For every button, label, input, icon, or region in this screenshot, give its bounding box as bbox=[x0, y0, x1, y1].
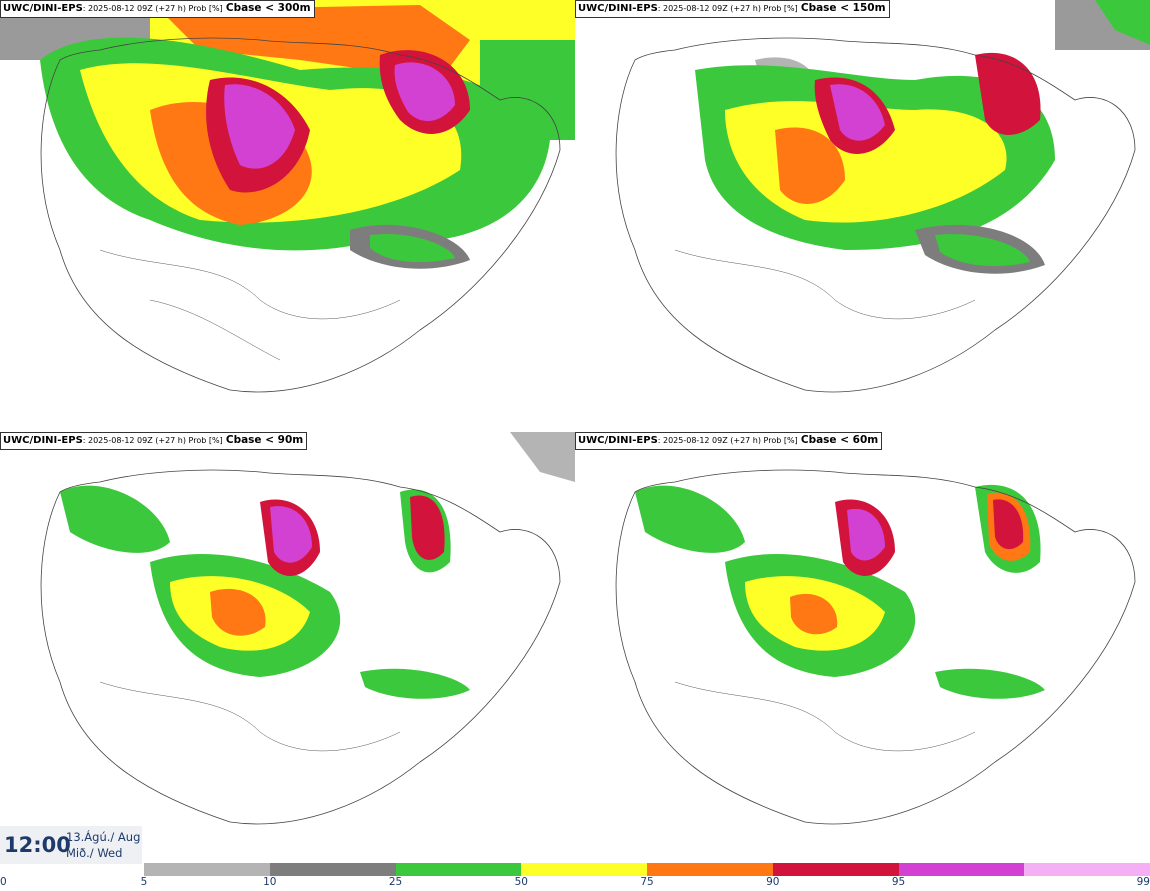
colorbar-segment bbox=[269, 863, 396, 876]
colorbar-tick-label: 95 bbox=[891, 876, 906, 888]
colorbar-tick-label: 75 bbox=[640, 876, 654, 888]
map-panel-cbase-60m: UWC/DINI-EPS: 2025-08-12 09Z (+27 h) Pro… bbox=[575, 432, 1150, 863]
colorbar-tick-label: 99 bbox=[1136, 876, 1150, 888]
map-panel-cbase-150m: UWC/DINI-EPS: 2025-08-12 09Z (+27 h) Pro… bbox=[575, 0, 1150, 431]
colorbar-segment bbox=[521, 863, 647, 876]
colorbar-segment bbox=[772, 863, 899, 876]
map-canvas bbox=[615, 0, 1150, 393]
colorbar-tick-label: 10 bbox=[263, 876, 277, 888]
map-panel-cbase-300m: UWC/DINI-EPS: 2025-08-12 09Z (+27 h) Pro… bbox=[0, 0, 575, 431]
colorbar-tick-label: 90 bbox=[766, 876, 780, 888]
valid-time: 12:00 bbox=[4, 833, 71, 857]
colorbar-tick-label: 5 bbox=[140, 876, 148, 888]
colorbar-segment bbox=[395, 863, 522, 876]
colorbar-segment bbox=[1024, 863, 1150, 876]
colorbar-ticks: 0 5 10 25 50 75 90 95 99 bbox=[0, 876, 1150, 891]
panel-title: UWC/DINI-EPS: 2025-08-12 09Z (+27 h) Pro… bbox=[575, 0, 890, 18]
map-canvas bbox=[0, 0, 575, 393]
valid-date: 13.Ágú./ Aug bbox=[66, 830, 141, 844]
colorbar-tick-label: 50 bbox=[514, 876, 528, 888]
map-canvas bbox=[615, 469, 1136, 825]
panel-title: UWC/DINI-EPS: 2025-08-12 09Z (+27 h) Pro… bbox=[575, 432, 883, 450]
valid-weekday: Mið./ Wed bbox=[66, 846, 123, 860]
colorbar-segment bbox=[898, 863, 1025, 876]
colorbar-tick-label: 0 bbox=[0, 876, 7, 888]
valid-time-box: 12:00 13.Ágú./ Aug Mið./ Wed bbox=[0, 826, 142, 864]
panel-title: UWC/DINI-EPS: 2025-08-12 09Z (+27 h) Pro… bbox=[0, 0, 315, 18]
panel-title: UWC/DINI-EPS: 2025-08-12 09Z (+27 h) Pro… bbox=[0, 432, 308, 450]
map-panel-cbase-90m: UWC/DINI-EPS: 2025-08-12 09Z (+27 h) Pro… bbox=[0, 432, 575, 863]
colorbar-segment bbox=[647, 863, 773, 876]
colorbar-segment bbox=[144, 863, 270, 876]
colorbar-tick-label: 25 bbox=[388, 876, 403, 888]
probability-colorbar bbox=[144, 863, 1150, 876]
map-canvas bbox=[40, 432, 575, 825]
